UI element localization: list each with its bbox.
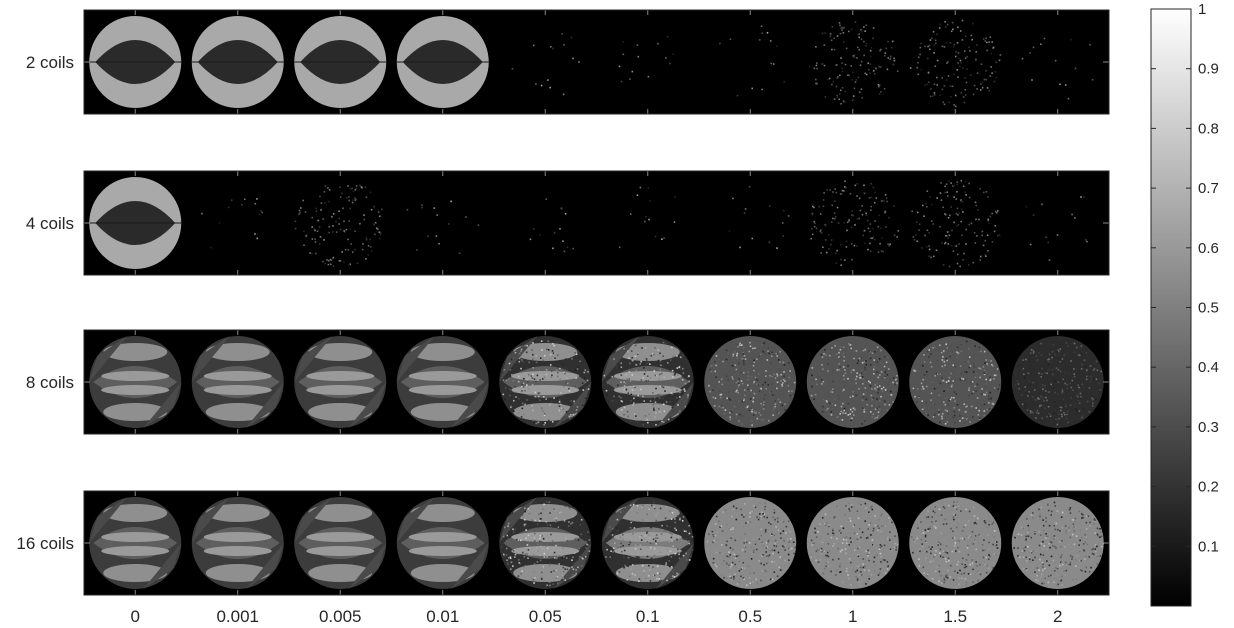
x-tick-label: 2 [1053,607,1062,626]
phantom-image [1011,336,1104,428]
row-label: 16 coils [16,534,74,553]
x-tick-label: 0.01 [426,607,459,626]
row-label: 4 coils [26,214,74,233]
panel-row [83,329,1110,435]
phantom-image [704,497,797,589]
phantom-image [499,336,592,428]
x-axis: 0 0.001 0.005 0.01 0.05 0.1 0.5 1 1.5 2 [131,607,1063,626]
colorbar-tick-label: 0.1 [1198,538,1219,555]
phantom-image [294,16,387,108]
colorbar-tick-label: 0.6 [1198,240,1219,257]
x-tick-label: 1.5 [943,607,967,626]
phantom-image [1021,37,1094,100]
colorbar: 0.1 0.2 0.3 0.4 0.5 0.6 0.7 0.8 0.9 1 [1150,1,1219,607]
panel-background [84,171,1109,275]
phantom-image [191,336,284,428]
colorbar-gradient [1151,9,1191,606]
phantom-image [201,198,263,249]
panel-frame [83,170,1110,276]
colorbar-tick-label: 0.2 [1198,479,1219,496]
colorbar-ticks: 0.1 0.2 0.3 0.4 0.5 0.6 0.7 0.8 0.9 1 [1151,1,1219,555]
phantom-image [511,33,580,96]
colorbar-tick-label: 0.4 [1198,359,1219,376]
row-label: 8 coils [26,373,74,392]
row-labels: 2 coils 4 coils 8 coils 16 coils [16,53,74,553]
phantom-image [601,497,694,589]
phantom-image [89,497,182,589]
colorbar-tick-label: 1 [1198,1,1206,18]
panel-frame [83,9,1110,115]
phantom-image [806,336,899,428]
phantom-image [909,497,1002,589]
panel-row [83,490,1110,596]
phantom-image [529,198,575,253]
panel-row [83,9,1110,115]
phantom-image [810,180,900,266]
colorbar-tick-label: 0.9 [1198,61,1219,78]
phantom-image [89,336,182,428]
panel-row [83,170,1110,276]
x-tick-label: 0.05 [529,607,562,626]
phantom-image [191,16,284,108]
phantom-image [806,497,899,589]
phantom-image [294,497,387,589]
panel-grid [83,9,1110,596]
phantom-image [1011,497,1105,589]
phantom-image [909,19,1002,108]
phantom-image [89,16,182,108]
phantom-image [396,336,489,428]
phantom-image [406,200,480,254]
row-label: 2 coils [26,53,74,72]
phantom-image [808,21,899,105]
phantom-image [601,336,694,428]
phantom-image [294,336,387,428]
colorbar-tick-label: 0.3 [1198,419,1219,436]
x-tick-label: 0.005 [319,607,362,626]
panel-frame [83,329,1110,435]
phantom-image [618,186,677,249]
colorbar-tick-label: 0.7 [1198,180,1219,197]
phantom-image [294,184,383,267]
phantom-image [1025,196,1088,261]
x-tick-label: 0.001 [216,607,259,626]
x-tick-label: 0 [131,607,140,626]
phantom-image [728,185,790,249]
phantom-image [396,16,489,108]
x-tick-label: 1 [848,607,857,626]
phantom-image [719,25,785,97]
phantom-image [396,497,489,589]
phantom-image [618,35,674,83]
phantom-image [704,336,797,428]
phantom-image [89,177,182,269]
phantom-image [499,497,592,589]
phantom-image [191,497,284,589]
panel-frame [83,490,1110,596]
phantom-image [911,179,1001,268]
colorbar-tick-label: 0.5 [1198,300,1219,317]
x-tick-label: 0.5 [738,607,762,626]
phantom-image [909,336,1002,428]
colorbar-tick-label: 0.8 [1198,120,1219,137]
x-tick-label: 0.1 [636,607,660,626]
